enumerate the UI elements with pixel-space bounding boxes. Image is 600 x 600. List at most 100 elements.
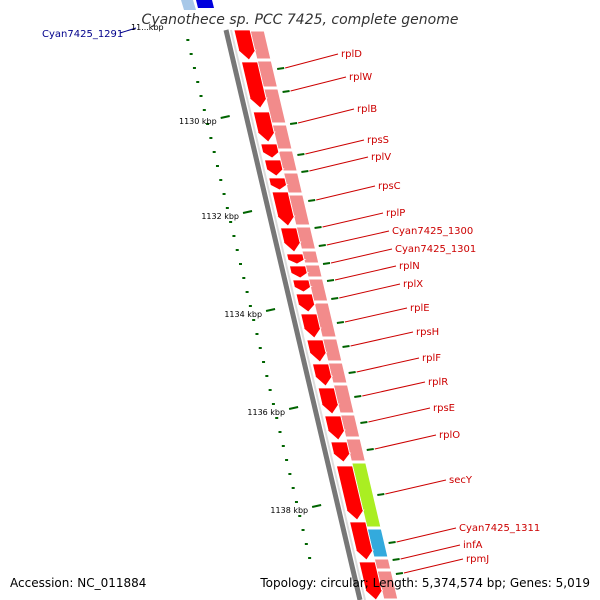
gene-leader-line [334, 265, 397, 281]
gene-leader-stub [348, 371, 356, 374]
gene-arrow[interactable] [292, 279, 313, 293]
light-gene-segment[interactable] [327, 362, 348, 384]
gene-label[interactable]: secY [449, 475, 473, 486]
gene-label[interactable]: rplV [371, 152, 391, 163]
light-gene-segment[interactable] [282, 172, 303, 194]
gene-arrow[interactable] [312, 363, 334, 387]
gene-leader-line [344, 307, 408, 323]
gene-leader-stub [392, 558, 400, 561]
blue-gene-arrow [196, 0, 214, 8]
backbone-line-inner [230, 29, 366, 600]
gene-label[interactable]: rpsS [367, 135, 389, 146]
gene-leader-line [290, 76, 347, 92]
gene-leader-stub [277, 67, 285, 70]
gene-leader-stub [301, 170, 309, 173]
gene-arrow[interactable] [295, 293, 317, 313]
other-gene-label[interactable]: Cyan7425_1291 [42, 29, 123, 40]
gene-leader-stub [314, 226, 322, 229]
gene-arrow[interactable] [241, 61, 268, 109]
tick-label: 1132 kbp [201, 212, 239, 221]
gene-label[interactable]: rplN [399, 261, 420, 272]
gene-arrow[interactable] [233, 29, 257, 61]
gene-leader-stub [326, 279, 335, 282]
gene-arrow[interactable] [264, 159, 285, 177]
gene-leader-line [305, 139, 365, 155]
other-gene-leader [119, 27, 137, 34]
partial-tick-label: 11...kbp [131, 23, 164, 32]
gene-arrow-track [233, 29, 384, 600]
gene-arrow[interactable] [306, 339, 328, 363]
major-tick [220, 115, 230, 119]
gene-leader-line [356, 357, 420, 373]
gene-arrow[interactable] [300, 313, 322, 339]
gene-label[interactable]: rplX [403, 279, 423, 290]
label-leaders [277, 53, 464, 575]
gene-arrow[interactable] [271, 191, 296, 227]
gene-leader-stub [366, 448, 374, 451]
backbone-line-outer [223, 29, 363, 600]
other-gene-label-group: Cyan7425_1291 11...kbp [42, 23, 164, 40]
map-title: Cyanothece sp. PCC 7425, complete genome [142, 12, 459, 28]
tick-label: 1136 kbp [247, 408, 285, 417]
gene-leader-stub [336, 321, 345, 324]
gene-label[interactable]: Cyan7425_1301 [395, 244, 476, 255]
gene-arrow[interactable] [335, 465, 365, 521]
gene-arrow[interactable] [260, 143, 281, 159]
gene-arrow[interactable] [330, 441, 352, 463]
gene-leader-stub [354, 395, 362, 398]
gene-leader-stub [297, 153, 305, 156]
gene-leader-stub [308, 199, 316, 202]
gene-label[interactable]: rplP [386, 208, 405, 219]
gene-leader-line [362, 381, 426, 397]
gene-label[interactable]: rplD [341, 49, 362, 60]
topology-summary: Topology: circular; Length: 5,374,574 bp… [259, 576, 590, 590]
gene-leader-line [350, 331, 414, 347]
gene-arrow[interactable] [358, 561, 384, 600]
gene-arrow[interactable] [288, 265, 310, 279]
gene-label[interactable]: rpsC [378, 181, 401, 192]
major-tick [288, 406, 299, 410]
gene-leader-line [316, 185, 376, 201]
gene-leader-line [339, 283, 401, 299]
gene-label[interactable]: Cyan7425_1300 [392, 226, 473, 237]
gene-arrow[interactable] [286, 253, 307, 265]
major-tick [242, 210, 253, 214]
gene-arrow[interactable] [280, 227, 302, 253]
gene-label[interactable]: rpsH [416, 327, 439, 338]
light-gene-segment[interactable] [373, 558, 392, 570]
gene-label[interactable]: rplE [410, 303, 430, 314]
gene-leader-stub [360, 421, 368, 424]
gene-arrow[interactable] [349, 521, 374, 561]
major-tick [265, 308, 276, 312]
gene-leader-line [322, 212, 384, 228]
gene-label[interactable]: rpmJ [466, 554, 489, 565]
tick-label: 1130 kbp [179, 117, 217, 126]
gene-label[interactable]: Cyan7425_1311 [459, 523, 540, 534]
gene-arrow[interactable] [317, 387, 340, 415]
gene-labels: rplD rplW rplB rpsS rplV rpsC rplP Cyan7425_130… [341, 49, 540, 565]
gene-leader-line [368, 407, 431, 423]
gene-label[interactable]: infA [463, 540, 483, 551]
light-blue-gene [181, 0, 196, 10]
gene-label[interactable]: rplB [357, 104, 377, 115]
gene-leader-stub [289, 122, 298, 125]
gene-label[interactable]: rplR [428, 377, 448, 388]
gene-leader-stub [395, 572, 404, 575]
gene-leader-line [330, 248, 393, 264]
gene-arrow[interactable] [252, 111, 276, 143]
major-tick [311, 504, 322, 508]
light-gene-segment[interactable] [271, 124, 293, 150]
gene-arrow[interactable] [268, 177, 289, 191]
gene-label[interactable]: rplO [439, 430, 460, 441]
gene-leader-line [285, 53, 339, 69]
upstream-genes [181, 0, 214, 10]
gene-arrow[interactable] [324, 415, 346, 441]
gene-label[interactable]: rplF [422, 353, 441, 364]
tick-label: 1138 kbp [270, 506, 308, 515]
gene-leader-line [374, 434, 437, 450]
gene-label[interactable]: rplW [349, 72, 372, 83]
gene-label[interactable]: rpsE [433, 403, 455, 414]
light-gene-segment[interactable] [301, 250, 320, 264]
light-gene-segment[interactable] [304, 264, 323, 278]
